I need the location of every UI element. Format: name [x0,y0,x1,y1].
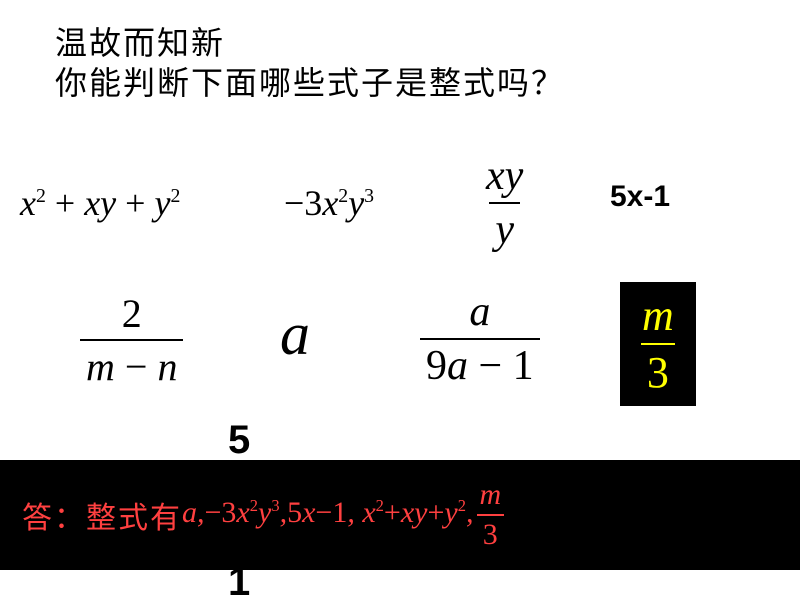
answer-bar: 答：整式有 a,−3x2y3,5x−1, x2+xy+y2,m3 [0,460,800,570]
expr-5x-minus-1: 5x-1 [610,180,670,214]
expr-xy-over-y: xy y [480,152,529,254]
expr-a-over-9a-minus-1: a 9a − 1 [420,288,540,390]
stray-digit-5: 5 [228,418,250,463]
expr-neg3x2y3: −3x2y3 [284,182,374,224]
expr-a: a [280,300,310,369]
answer-prefix: 答：整式有 [22,493,182,537]
expr-x2-xy-y2: x2 + xy + y2 [20,182,180,224]
expr-m-over-3-highlight: m 3 [620,282,696,406]
answer-math: a,−3x2y3,5x−1, x2+xy+y2,m3 [182,478,507,552]
heading-line-2: 你能判断下面哪些式子是整式吗？ [55,58,565,104]
expr-2-over-m-minus-n: 2 m − n [80,290,183,390]
